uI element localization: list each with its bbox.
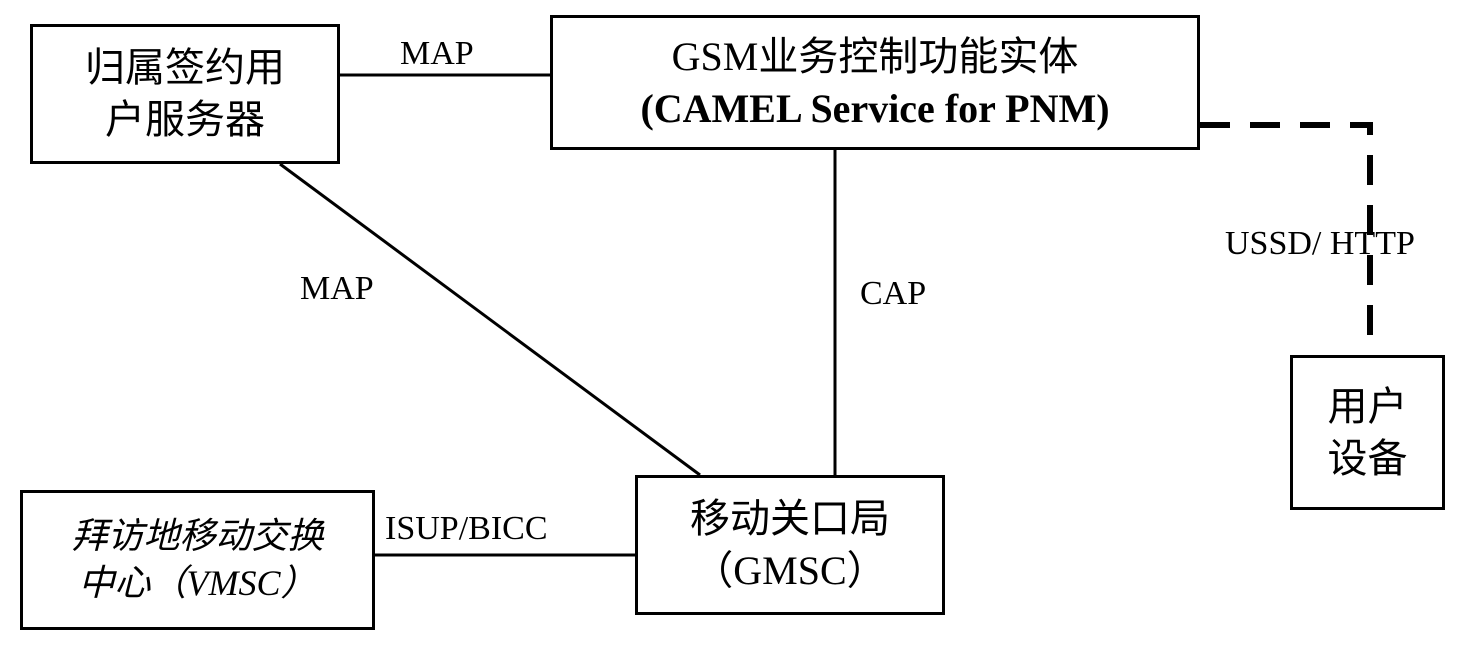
- label-hss-gsmscf: MAP: [400, 35, 474, 73]
- node-vmsc-line1: 拜访地移动交换: [71, 513, 323, 560]
- edge-hss-gmsc: [280, 164, 700, 475]
- label-gsmscf-ue: USSD/ HTTP: [1225, 225, 1415, 263]
- node-vmsc-line2: 中心（VMSC）: [79, 560, 317, 607]
- node-gsmscf: GSM业务控制功能实体 (CAMEL Service for PNM): [550, 15, 1200, 150]
- label-vmsc-gmsc: ISUP/BICC: [385, 510, 548, 548]
- node-hss-line1: 归属签约用: [85, 42, 285, 94]
- label-hss-gmsc: MAP: [300, 270, 374, 308]
- node-hss-line2: 户服务器: [105, 94, 265, 146]
- node-ue: 用户 设备: [1290, 355, 1445, 510]
- node-gsmscf-line1: GSM业务控制功能实体: [672, 31, 1079, 83]
- node-gmsc-line1: 移动关口局: [690, 493, 890, 545]
- node-vmsc: 拜访地移动交换 中心（VMSC）: [20, 490, 375, 630]
- node-ue-line2: 设备: [1328, 433, 1408, 485]
- node-hss: 归属签约用 户服务器: [30, 24, 340, 164]
- node-gsmscf-line2: (CAMEL Service for PNM): [640, 83, 1109, 135]
- node-gmsc: 移动关口局 （GMSC）: [635, 475, 945, 615]
- label-gsmscf-gmsc: CAP: [860, 275, 926, 313]
- node-gmsc-line2: （GMSC）: [693, 545, 886, 597]
- node-ue-line1: 用户: [1328, 381, 1408, 433]
